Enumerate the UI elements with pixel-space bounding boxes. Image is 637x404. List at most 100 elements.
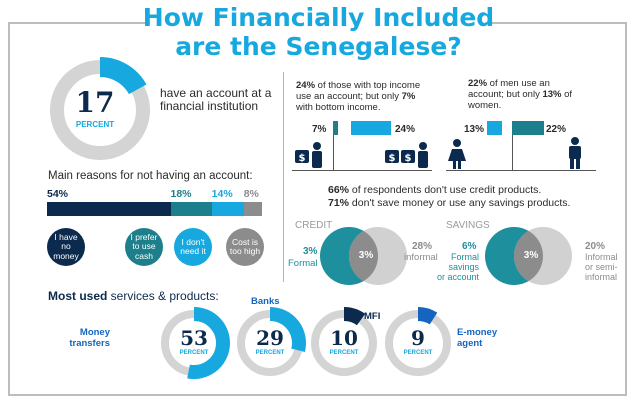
service-ring-0-arc bbox=[187, 307, 230, 379]
service-ring-0 bbox=[161, 307, 230, 379]
gender-text-e: of bbox=[561, 89, 573, 100]
reason-pct-1: 18% bbox=[170, 188, 192, 200]
savings-venn bbox=[485, 227, 572, 285]
income-text: 24% of those with top income use an acco… bbox=[296, 80, 466, 113]
gender-text-b: of men use an bbox=[487, 78, 550, 89]
service-number-2: 10 bbox=[330, 326, 358, 350]
account-ring bbox=[50, 57, 150, 160]
service-ring-2-arc bbox=[343, 307, 366, 326]
income-bottom-pct: 7% bbox=[401, 91, 416, 102]
account-text-1: have an account at a bbox=[160, 86, 272, 100]
savings-informal-pct: 20% bbox=[585, 241, 606, 252]
credit-informal-pct: 28% bbox=[412, 241, 433, 252]
service-unit-0: PERCENT bbox=[179, 350, 209, 356]
income-bottom-bar bbox=[333, 121, 339, 135]
account-number: 17 bbox=[75, 86, 115, 119]
savings-stat-text: don't save money or use any savings prod… bbox=[349, 197, 571, 209]
savings-formal-label: Formal savings or account bbox=[437, 252, 479, 282]
income-bottom-label: 7% bbox=[312, 124, 327, 135]
gender-women-bar bbox=[487, 121, 502, 135]
service-ring-2 bbox=[311, 307, 377, 376]
gender-women-pct: 13% bbox=[542, 89, 562, 100]
credit-formal-pct: 3% bbox=[303, 246, 318, 257]
service-unit-3: PERCENT bbox=[403, 350, 433, 356]
savings-stat-pct: 71% bbox=[328, 197, 350, 209]
reason-bar-segment bbox=[47, 202, 171, 216]
gender-men-label: 22% bbox=[546, 124, 567, 135]
savings-overlap-pct: 3% bbox=[523, 250, 539, 261]
svg-text:$: $ bbox=[299, 153, 306, 164]
reason-bubble-3: Cost is too high bbox=[226, 228, 264, 266]
reason-bubble-2: I don't need it bbox=[174, 228, 212, 266]
savings-formal-l1: Formal bbox=[450, 252, 479, 262]
services-heading-rest: services & products: bbox=[107, 289, 219, 303]
savings-informal-l2: or semi- bbox=[585, 262, 618, 272]
reason-pct-3: 8% bbox=[243, 188, 259, 200]
reason-pct-2: 14% bbox=[211, 188, 233, 200]
gender-axis bbox=[512, 135, 513, 170]
service-label-2: MFI bbox=[364, 311, 380, 322]
reason-bar-segment bbox=[211, 202, 244, 216]
income-axis bbox=[333, 135, 334, 170]
savings-heading: SAVINGS bbox=[446, 220, 490, 231]
service-label-line1-0: Money bbox=[79, 327, 110, 338]
service-label-line1-2: MFI bbox=[364, 311, 381, 322]
service-ring-3 bbox=[385, 307, 451, 376]
credit-venn bbox=[320, 227, 407, 285]
service-label-line2-0: transfers bbox=[69, 338, 110, 349]
income-top-pct: 24% bbox=[296, 80, 316, 91]
service-label-1: Banks bbox=[251, 296, 280, 307]
reason-bar-segment bbox=[243, 202, 262, 216]
credit-stat-pct: 66% bbox=[328, 184, 350, 196]
reasons-stacked-bar bbox=[47, 202, 262, 216]
section-divider bbox=[283, 72, 284, 282]
credit-heading: CREDIT bbox=[295, 220, 333, 231]
gender-text-f: women. bbox=[468, 100, 502, 111]
service-label-line2-3: agent bbox=[457, 338, 483, 349]
man-icon bbox=[569, 137, 581, 169]
reason-bar-segment bbox=[170, 202, 212, 216]
service-label-0: Money transfers bbox=[50, 327, 110, 349]
svg-text:$: $ bbox=[389, 153, 396, 164]
service-unit-2: PERCENT bbox=[329, 350, 359, 356]
reason-bubble-0: I have no money bbox=[47, 228, 85, 266]
gender-text-c: account; but only bbox=[468, 89, 543, 100]
account-text-2: financial institution bbox=[160, 99, 259, 113]
savings-formal-l2: savings bbox=[448, 262, 479, 272]
credit-stat: 66% of respondents don't use credit prod… bbox=[328, 184, 541, 197]
service-unit-1: PERCENT bbox=[255, 350, 285, 356]
gender-women-label: 13% bbox=[464, 124, 485, 135]
title-line-2: are the Senegalese? bbox=[175, 32, 462, 61]
reason-bubble-1: I prefer to use cash bbox=[125, 228, 163, 266]
income-text-b: of those with top income bbox=[315, 80, 421, 91]
account-ring-arc bbox=[99, 57, 147, 95]
income-baseline bbox=[292, 170, 432, 171]
savings-stat: 71% don't save money or use any savings … bbox=[328, 197, 570, 210]
income-text-c: use an account; but only bbox=[296, 91, 402, 102]
savings-informal-label: Informal or semi- informal bbox=[585, 252, 618, 282]
service-number-0: 53 bbox=[180, 326, 208, 350]
reasons-heading: Main reasons for not having an account: bbox=[48, 170, 253, 182]
savings-informal-l3: informal bbox=[585, 272, 618, 282]
service-label-line1-3: E-money bbox=[457, 327, 498, 338]
account-unit: PERCENT bbox=[75, 120, 115, 129]
service-number-3: 9 bbox=[411, 326, 425, 350]
income-top-label: 24% bbox=[395, 124, 416, 135]
service-ring-1-arc bbox=[269, 307, 306, 352]
gender-text: 22% of men use an account; but only 13% … bbox=[468, 78, 618, 111]
service-ring-3-arc bbox=[417, 307, 438, 325]
services-heading-bold: Most used bbox=[48, 289, 108, 303]
woman-icon bbox=[448, 139, 466, 169]
poor-person-money-icon: $ bbox=[295, 142, 322, 168]
income-text-e: with bottom income. bbox=[296, 102, 381, 113]
services-heading: Most used services & products: bbox=[48, 289, 219, 303]
service-ring-1 bbox=[237, 307, 306, 376]
rich-person-money-icon: $ $ bbox=[385, 142, 428, 168]
savings-overlap bbox=[514, 230, 543, 282]
gender-baseline bbox=[446, 170, 596, 171]
gender-men-pct: 22% bbox=[468, 78, 488, 89]
credit-informal-label: informal bbox=[404, 252, 438, 263]
title-line-1: How Financially Included bbox=[142, 3, 495, 32]
svg-text:$: $ bbox=[405, 153, 412, 164]
credit-stat-text: of respondents don't use credit products… bbox=[349, 184, 542, 196]
